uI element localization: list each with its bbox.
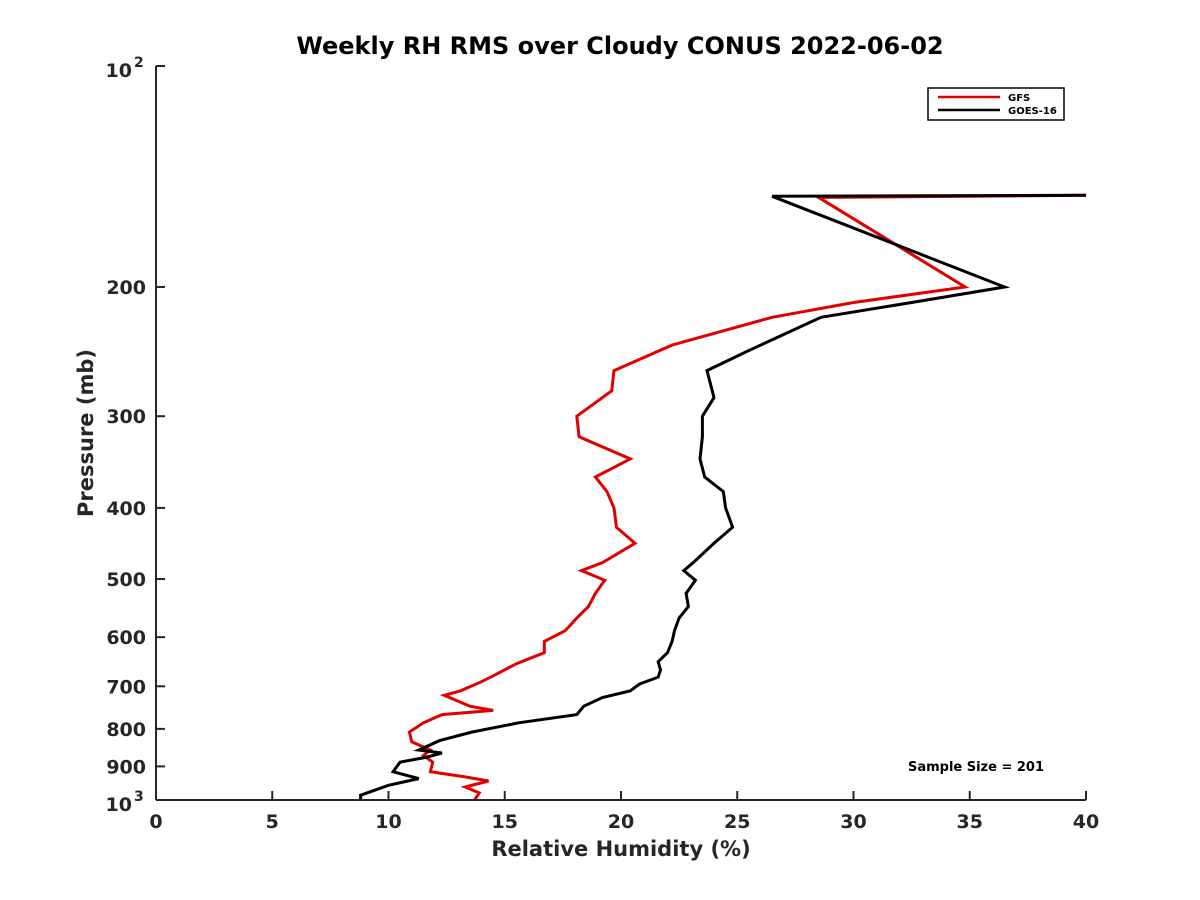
y-bottom-exp: 3 — [134, 789, 144, 805]
y-bottom-base: 10 — [106, 794, 132, 816]
y-top-exp: 2 — [134, 55, 144, 71]
legend: GFS GOES-16 — [927, 87, 1065, 121]
chart-title: Weekly RH RMS over Cloudy CONUS 2022-06-… — [296, 32, 943, 60]
y-tick-label: 300 — [106, 406, 146, 428]
legend-label-gfs: GFS — [1008, 93, 1030, 104]
y-top-tick-label: 10 2 — [106, 55, 144, 82]
x-tick-label: 15 — [492, 811, 518, 833]
x-tick-label: 25 — [724, 811, 750, 833]
axes — [155, 66, 1086, 801]
y-tick-label: 400 — [106, 498, 146, 520]
y-tick-label: 200 — [106, 277, 146, 299]
y-axis-label: Pressure (mb) — [74, 349, 98, 517]
legend-label-goes16: GOES-16 — [1008, 106, 1057, 117]
x-axis-label: Relative Humidity (%) — [491, 837, 750, 861]
y-tick-label: 800 — [106, 719, 146, 741]
x-tick-label: 10 — [375, 811, 401, 833]
x-tick-label: 30 — [840, 811, 866, 833]
y-ticks: 200 300 400 500 600 700 800 900 — [106, 65, 165, 801]
x-tick-label: 40 — [1073, 811, 1099, 833]
svg-text:10: 10 — [106, 60, 132, 82]
y-bottom-tick-label: 10 3 — [106, 789, 144, 816]
y-top-base: 10 — [106, 60, 132, 82]
y-tick-label: 700 — [106, 676, 146, 698]
series-line-goes16 — [359, 193, 1087, 800]
x-tick-label: 20 — [608, 811, 634, 833]
sample-size-annotation: Sample Size = 201 — [908, 760, 1044, 775]
svg-text:10: 10 — [106, 794, 132, 816]
x-ticks: 0 5 10 15 20 25 30 35 40 — [149, 791, 1099, 833]
x-tick-label: 0 — [149, 811, 162, 833]
y-tick-label: 500 — [106, 569, 146, 591]
y-tick-label: 600 — [106, 627, 146, 649]
x-tick-label: 35 — [957, 811, 983, 833]
series-line-gfs — [407, 193, 1087, 801]
series-layer — [359, 193, 1087, 801]
x-tick-label: 5 — [266, 811, 279, 833]
y-tick-label: 900 — [106, 756, 146, 778]
legend-box — [927, 87, 1065, 121]
